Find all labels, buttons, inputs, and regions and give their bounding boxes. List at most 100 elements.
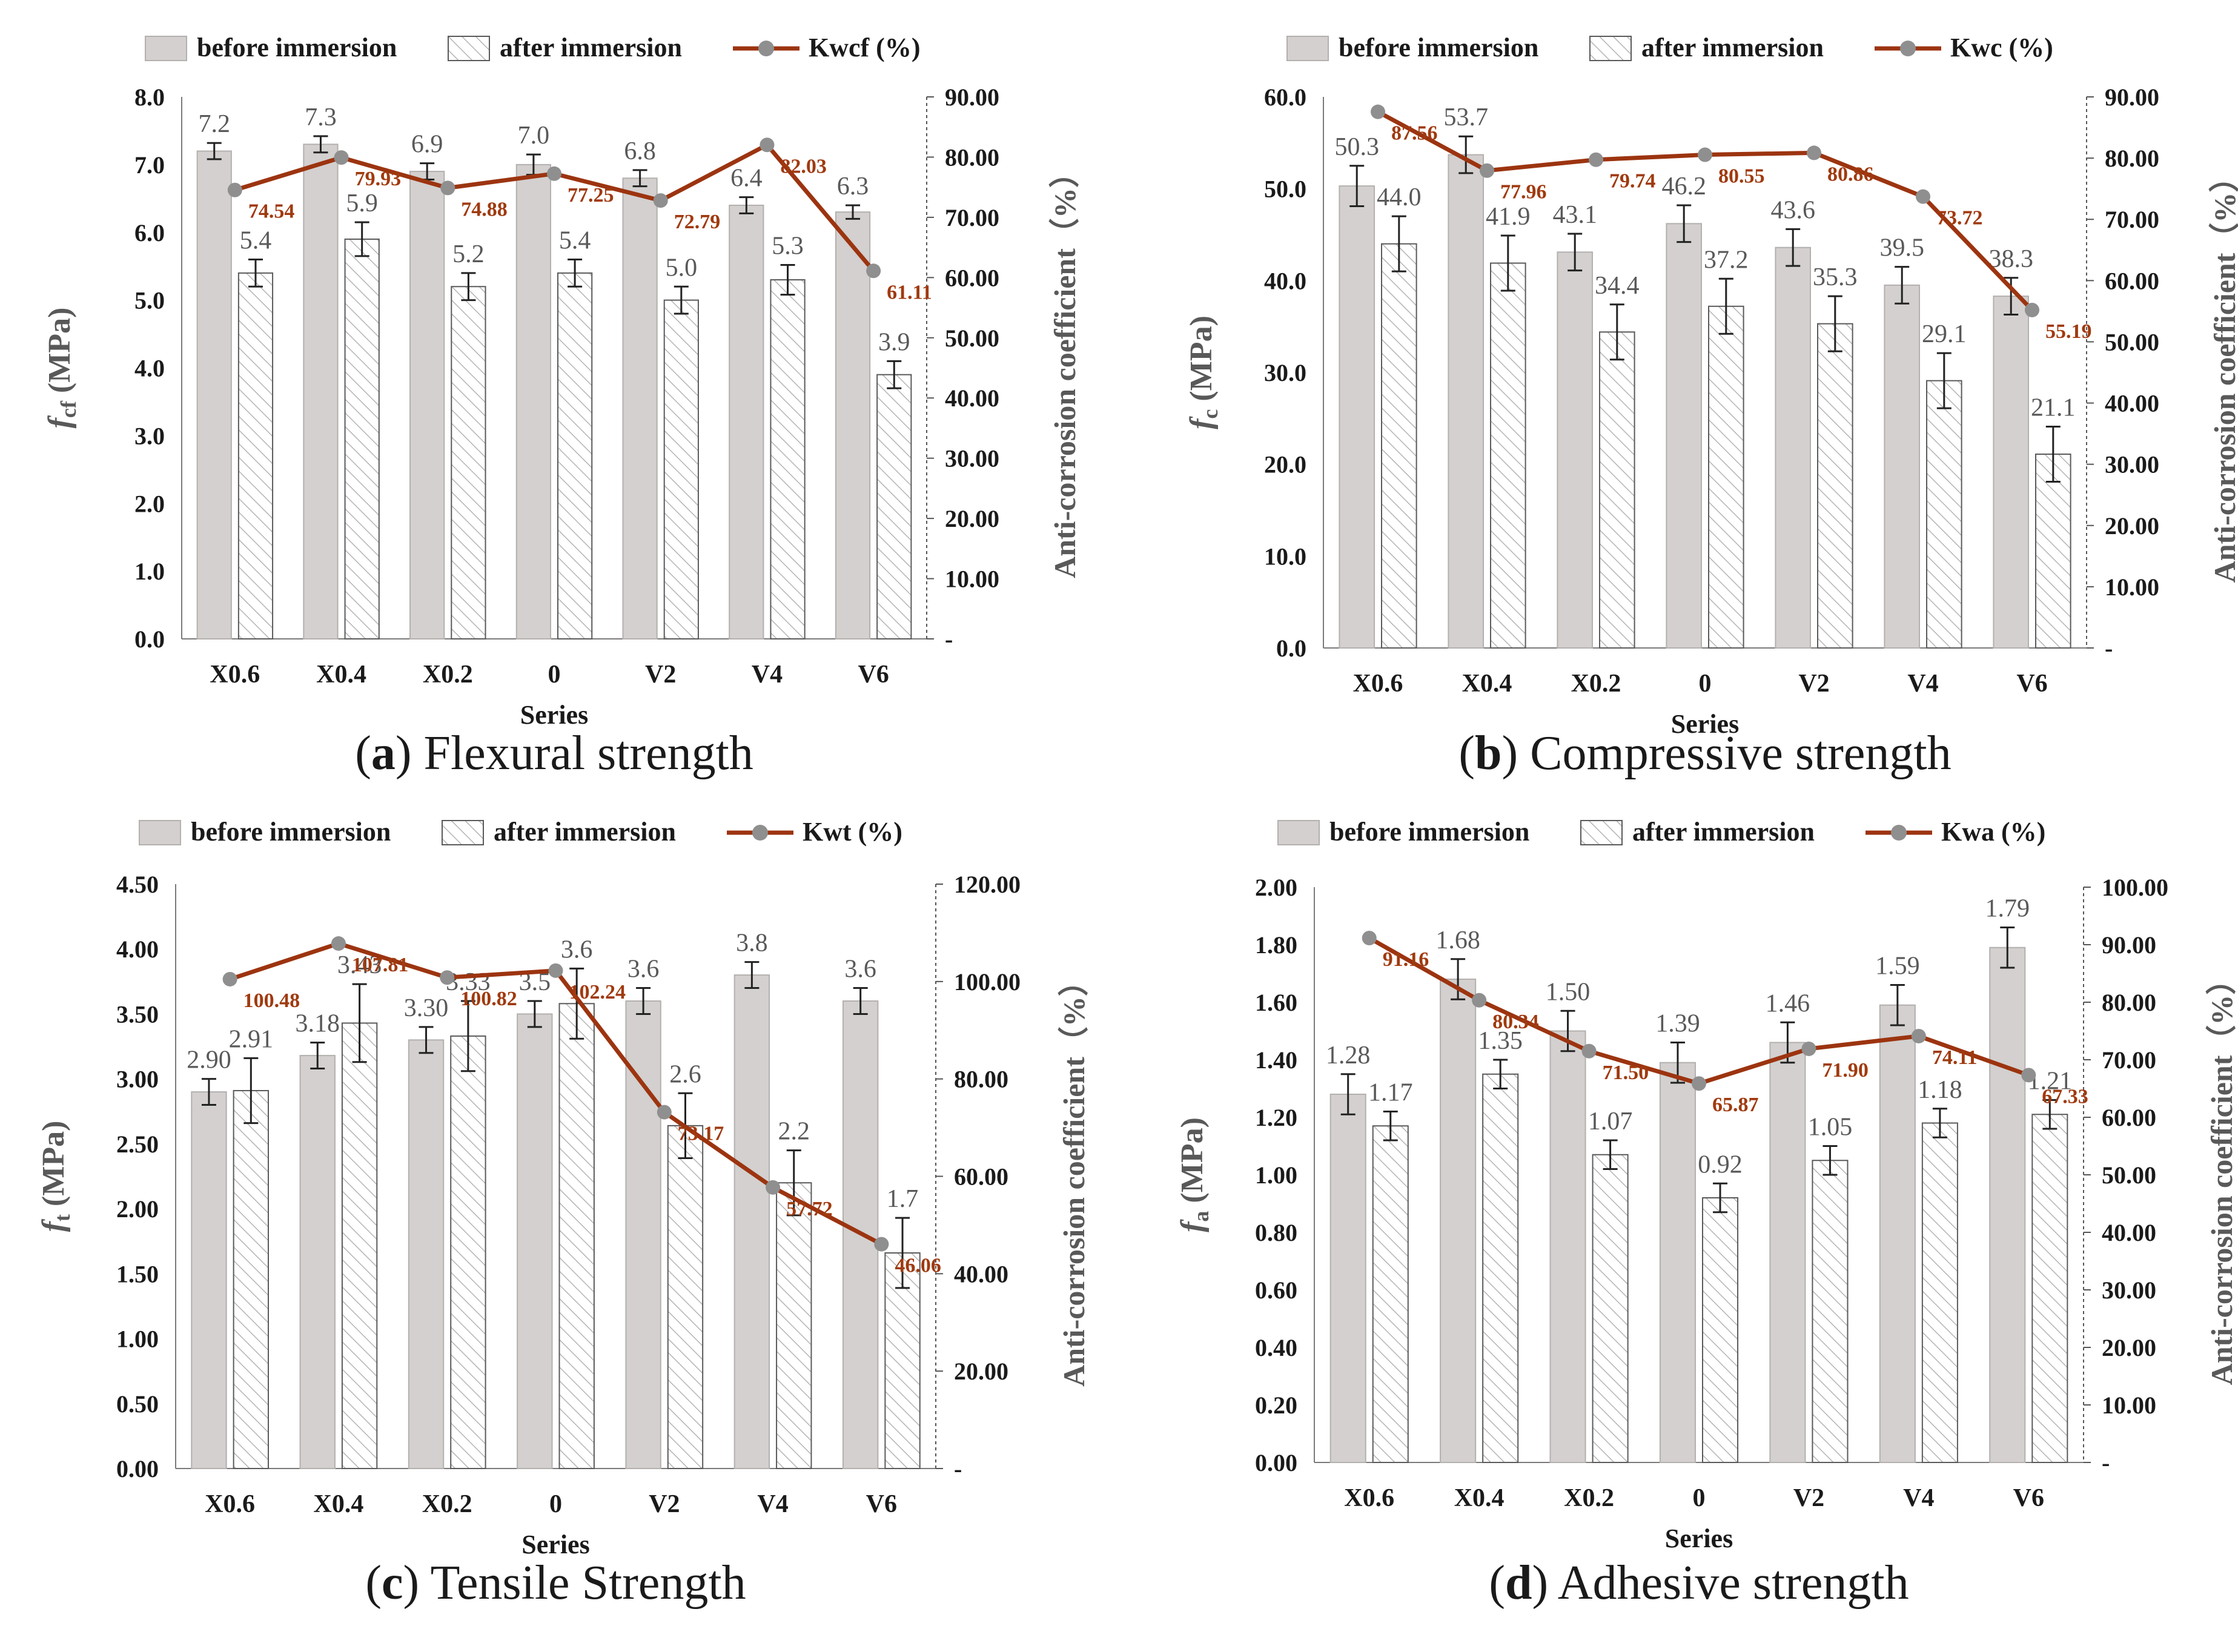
line-label: 46.06 [895, 1255, 941, 1277]
bar-before [1448, 154, 1484, 649]
bar-before [729, 205, 764, 639]
bar-before [1666, 223, 1702, 649]
x-tick-label: V4 [752, 661, 783, 689]
bar-after [776, 1182, 812, 1469]
legend-marker [1891, 825, 1907, 841]
x-tick-label: V4 [757, 1490, 788, 1518]
bar-label-before: 1.68 [1435, 927, 1480, 954]
bar-label-after: 35.3 [1813, 263, 1858, 291]
bar-before [1879, 1004, 1916, 1463]
line-label: 100.48 [243, 990, 300, 1012]
bar-label-after: 5.3 [772, 232, 804, 260]
line-point [1698, 147, 1712, 162]
x-tick-label: V2 [645, 661, 676, 689]
y-tick-label: 50.0 [1264, 176, 1306, 203]
y-tick-label: 2.00 [1255, 874, 1297, 901]
legend-label-before: before immersion [1329, 817, 1529, 847]
line-label: 73.72 [1936, 207, 1983, 230]
bar-label-after: 5.2 [452, 240, 485, 268]
y-tick-label: 4.00 [116, 936, 159, 963]
bar-before [1993, 296, 2029, 649]
line-point [766, 1180, 781, 1195]
line-label: 79.93 [355, 168, 402, 190]
bar-label-after: 1.05 [1808, 1114, 1853, 1142]
legend-label-after: after immersion [500, 33, 682, 62]
y-tick-label: 3.00 [116, 1066, 159, 1093]
bar-after [557, 272, 593, 639]
line-label: 79.74 [1609, 170, 1656, 193]
line-point [1480, 163, 1494, 178]
bar-label-before: 3.8 [736, 930, 768, 957]
y2-tick-label: - [2105, 635, 2113, 662]
bar-label-before: 46.2 [1661, 173, 1706, 200]
x-tick-label: X0.6 [205, 1490, 255, 1518]
bar-label-after: 1.7 [887, 1185, 919, 1213]
y2-tick-label: - [945, 626, 953, 653]
bar-after [1926, 380, 1962, 649]
bar-before [299, 1055, 336, 1469]
bar-after [1482, 1073, 1519, 1463]
line-label: 102.24 [569, 981, 626, 1003]
bar-after [1921, 1122, 1958, 1463]
y-tick-label: 0.80 [1255, 1219, 1297, 1246]
y-tick-label: 3.50 [116, 1000, 159, 1028]
bar-label-after: 5.9 [346, 190, 378, 217]
line-point [657, 1105, 672, 1120]
bar-label-before: 6.8 [624, 137, 656, 165]
bar-before [835, 211, 871, 639]
line-point [440, 180, 455, 196]
bar-label-after: 37.2 [1704, 246, 1749, 274]
bar-label-before: 3.30 [404, 994, 449, 1022]
bar-before [517, 1013, 553, 1469]
y-tick-label: 1.80 [1255, 931, 1297, 959]
y-tick-label: 1.60 [1255, 989, 1297, 1016]
bar-after [233, 1089, 270, 1469]
y-tick-label: 1.00 [116, 1326, 159, 1353]
legend-marker [758, 41, 774, 56]
x-tick-label: V2 [1793, 1484, 1824, 1512]
bar-before [1329, 1094, 1366, 1463]
y-tick-label: 30.0 [1264, 359, 1306, 386]
bar-after [1592, 1154, 1629, 1463]
bar-after [344, 238, 380, 639]
bar-label-after: 3.9 [878, 328, 910, 356]
y2-tick-label: 10.00 [945, 566, 999, 593]
panel-caption: (a) Flexural strength [355, 727, 753, 780]
line-point [548, 963, 563, 978]
chart-panel-c: before immersion after immersion Kwt (%) 0.… [36, 817, 1091, 1610]
bar-label-before: 1.79 [1985, 895, 2030, 923]
x-tick-label: X0.6 [1353, 670, 1403, 698]
line-point [331, 936, 346, 951]
line-label: 74.54 [248, 200, 295, 223]
y2-tick-label: 20.00 [945, 505, 999, 532]
line-label: 80.86 [1827, 163, 1874, 185]
y-tick-label: 7.0 [134, 151, 165, 179]
legend-label-line: Kwc (%) [1950, 33, 2053, 62]
bar-before [1659, 1062, 1697, 1463]
bar-label-before: 7.2 [198, 110, 230, 138]
line-point [1362, 930, 1377, 945]
line-point [2025, 302, 2039, 317]
bar-before [1339, 185, 1375, 649]
y2-tick-label: 40.00 [954, 1260, 1008, 1287]
line-label: 91.16 [1383, 948, 1429, 971]
bar-after [450, 1035, 486, 1469]
y2-axis-label: Anti-corrosion coefficient（%） [1048, 157, 1082, 578]
line-point [874, 1237, 889, 1252]
legend-swatch-after [442, 820, 484, 845]
bar-label-before: 6.4 [730, 165, 763, 193]
x-tick-label: V2 [1798, 670, 1829, 698]
y2-tick-label: 20.00 [954, 1358, 1008, 1385]
legend-label-after: after immersion [494, 817, 676, 847]
chart-panel-d: before immersion after immersion Kwa (%) 0.… [1175, 817, 2238, 1610]
bar-label-after: 1.17 [1368, 1079, 1413, 1107]
y2-tick-label: 70.00 [2105, 206, 2159, 233]
bar-after [341, 1022, 378, 1469]
legend-label-before: before immersion [191, 817, 391, 847]
bar-before [1557, 251, 1593, 649]
bar-after [663, 299, 699, 639]
y2-tick-label: - [954, 1455, 962, 1482]
bar-label-after: 5.4 [240, 227, 272, 255]
y-tick-label: 20.0 [1264, 451, 1306, 478]
y-tick-label: 60.0 [1264, 84, 1306, 111]
